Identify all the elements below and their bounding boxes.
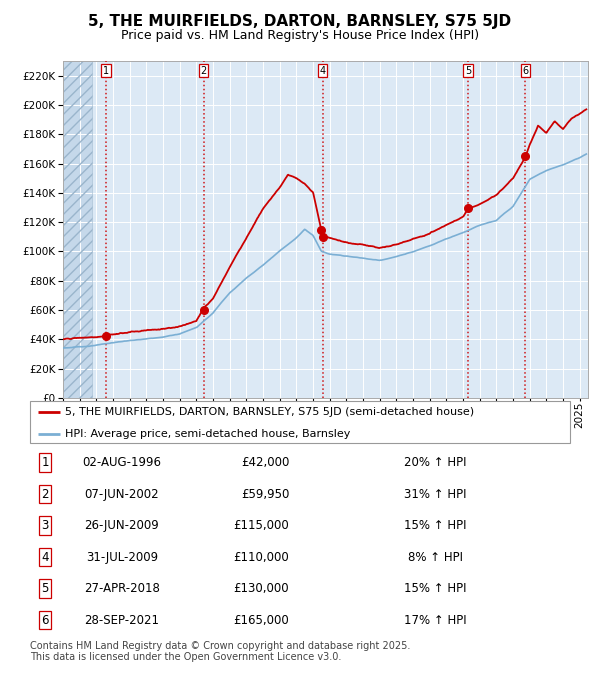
FancyBboxPatch shape	[30, 401, 570, 443]
Text: 3: 3	[41, 519, 49, 532]
Text: 28-SEP-2021: 28-SEP-2021	[85, 613, 160, 626]
Text: 4: 4	[41, 551, 49, 564]
Text: 5, THE MUIRFIELDS, DARTON, BARNSLEY, S75 5JD (semi-detached house): 5, THE MUIRFIELDS, DARTON, BARNSLEY, S75…	[65, 407, 474, 417]
Text: 20% ↑ HPI: 20% ↑ HPI	[404, 456, 466, 469]
Bar	[63, 61, 92, 398]
Text: £165,000: £165,000	[233, 613, 289, 626]
Text: 02-AUG-1996: 02-AUG-1996	[82, 456, 161, 469]
Text: 15% ↑ HPI: 15% ↑ HPI	[404, 519, 466, 532]
Text: 31% ↑ HPI: 31% ↑ HPI	[404, 488, 466, 500]
Text: 07-JUN-2002: 07-JUN-2002	[85, 488, 159, 500]
Text: 5: 5	[41, 582, 49, 595]
Text: 27-APR-2018: 27-APR-2018	[84, 582, 160, 595]
Text: Price paid vs. HM Land Registry's House Price Index (HPI): Price paid vs. HM Land Registry's House …	[121, 29, 479, 41]
Text: Contains HM Land Registry data © Crown copyright and database right 2025.
This d: Contains HM Land Registry data © Crown c…	[30, 641, 410, 662]
Text: HPI: Average price, semi-detached house, Barnsley: HPI: Average price, semi-detached house,…	[65, 429, 350, 439]
Text: 2: 2	[41, 488, 49, 500]
Text: £130,000: £130,000	[233, 582, 289, 595]
Text: 6: 6	[41, 613, 49, 626]
Text: 15% ↑ HPI: 15% ↑ HPI	[404, 582, 466, 595]
Text: 5, THE MUIRFIELDS, DARTON, BARNSLEY, S75 5JD: 5, THE MUIRFIELDS, DARTON, BARNSLEY, S75…	[88, 14, 512, 29]
Text: 2: 2	[200, 65, 206, 75]
Text: 1: 1	[41, 456, 49, 469]
Text: 1: 1	[103, 65, 109, 75]
Bar	[63, 61, 92, 398]
Text: 4: 4	[320, 65, 326, 75]
Text: 31-JUL-2009: 31-JUL-2009	[86, 551, 158, 564]
Text: £115,000: £115,000	[233, 519, 289, 532]
Text: £42,000: £42,000	[241, 456, 289, 469]
Text: 5: 5	[465, 65, 472, 75]
Text: 26-JUN-2009: 26-JUN-2009	[85, 519, 159, 532]
Text: 8% ↑ HPI: 8% ↑ HPI	[407, 551, 463, 564]
Text: 17% ↑ HPI: 17% ↑ HPI	[404, 613, 466, 626]
Text: £59,950: £59,950	[241, 488, 289, 500]
Text: 6: 6	[522, 65, 529, 75]
Text: £110,000: £110,000	[233, 551, 289, 564]
